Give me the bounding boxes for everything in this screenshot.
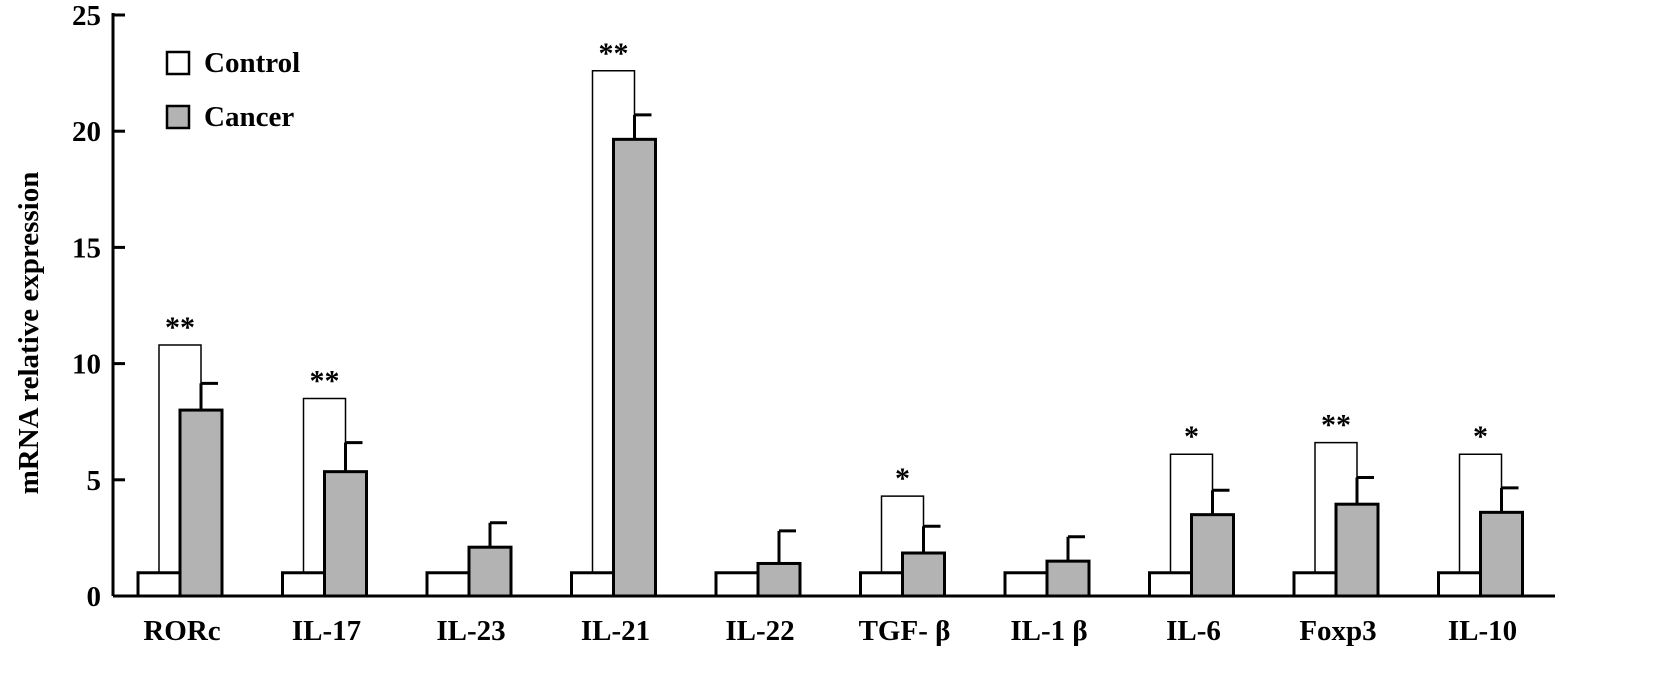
bar-cancer: [178, 408, 224, 598]
significance-bracket: [302, 397, 347, 573]
bar-cancer: [1190, 513, 1235, 598]
significance-label: **: [1321, 409, 1351, 442]
bar-cancer: [901, 551, 946, 598]
y-axis-label: mRNA relative expression: [13, 172, 45, 495]
x-tick-label: IL-23: [436, 615, 505, 647]
x-tick-label: IL-6: [1166, 615, 1221, 647]
y-tick-label: 20: [72, 116, 101, 148]
x-tick-label: IL-10: [1448, 615, 1517, 647]
x-tick-label: IL-1 β: [1010, 615, 1087, 647]
significance-bracket: [1169, 453, 1214, 573]
significance-bracket: [880, 495, 925, 573]
y-tick-label: 15: [72, 232, 101, 264]
bar-control: [1437, 571, 1482, 598]
significance-bracket: [1458, 453, 1503, 573]
bar-control: [714, 571, 760, 598]
y-tick-label: 0: [87, 581, 102, 613]
legend-label: Cancer: [204, 101, 294, 133]
significance-bracket: [1314, 441, 1358, 573]
x-tick-label: TGF- β: [859, 615, 951, 647]
x-tick-label: IL-22: [725, 615, 794, 647]
bar-cancer: [1045, 559, 1091, 598]
legend-label: Control: [204, 47, 300, 79]
bar-control: [1148, 571, 1193, 598]
bar-control: [136, 571, 182, 598]
significance-label: *: [895, 462, 910, 495]
significance-label: **: [310, 364, 340, 397]
bar-cancer: [756, 561, 802, 598]
x-tick-label: IL-21: [581, 615, 650, 647]
bar-control: [425, 571, 471, 598]
x-tick-label: IL-17: [292, 615, 361, 647]
significance-label: **: [599, 37, 629, 70]
bar-cancer: [1479, 510, 1524, 598]
x-tick-label: Foxp3: [1299, 615, 1376, 647]
bar-control: [281, 571, 326, 598]
bar-cancer: [1334, 502, 1380, 598]
significance-bracket: [158, 344, 202, 573]
significance-bracket: [591, 70, 636, 573]
x-tick-label: RORc: [143, 615, 220, 647]
y-tick-label: 10: [72, 349, 101, 381]
legend-swatch-cancer: [165, 104, 191, 130]
y-tick-label: 5: [87, 465, 102, 497]
bar-control: [1292, 571, 1338, 598]
bar-control: [859, 571, 904, 598]
bar-cancer: [467, 545, 513, 598]
significance-label: **: [165, 311, 195, 344]
bar-cancer: [323, 470, 368, 598]
y-tick-label: 25: [72, 0, 101, 32]
bar-control: [570, 571, 615, 598]
bar-cancer: [612, 137, 657, 598]
bar-control: [1003, 571, 1049, 598]
significance-label: *: [1473, 420, 1488, 453]
legend-swatch-control: [165, 50, 191, 76]
significance-label: *: [1184, 420, 1199, 453]
